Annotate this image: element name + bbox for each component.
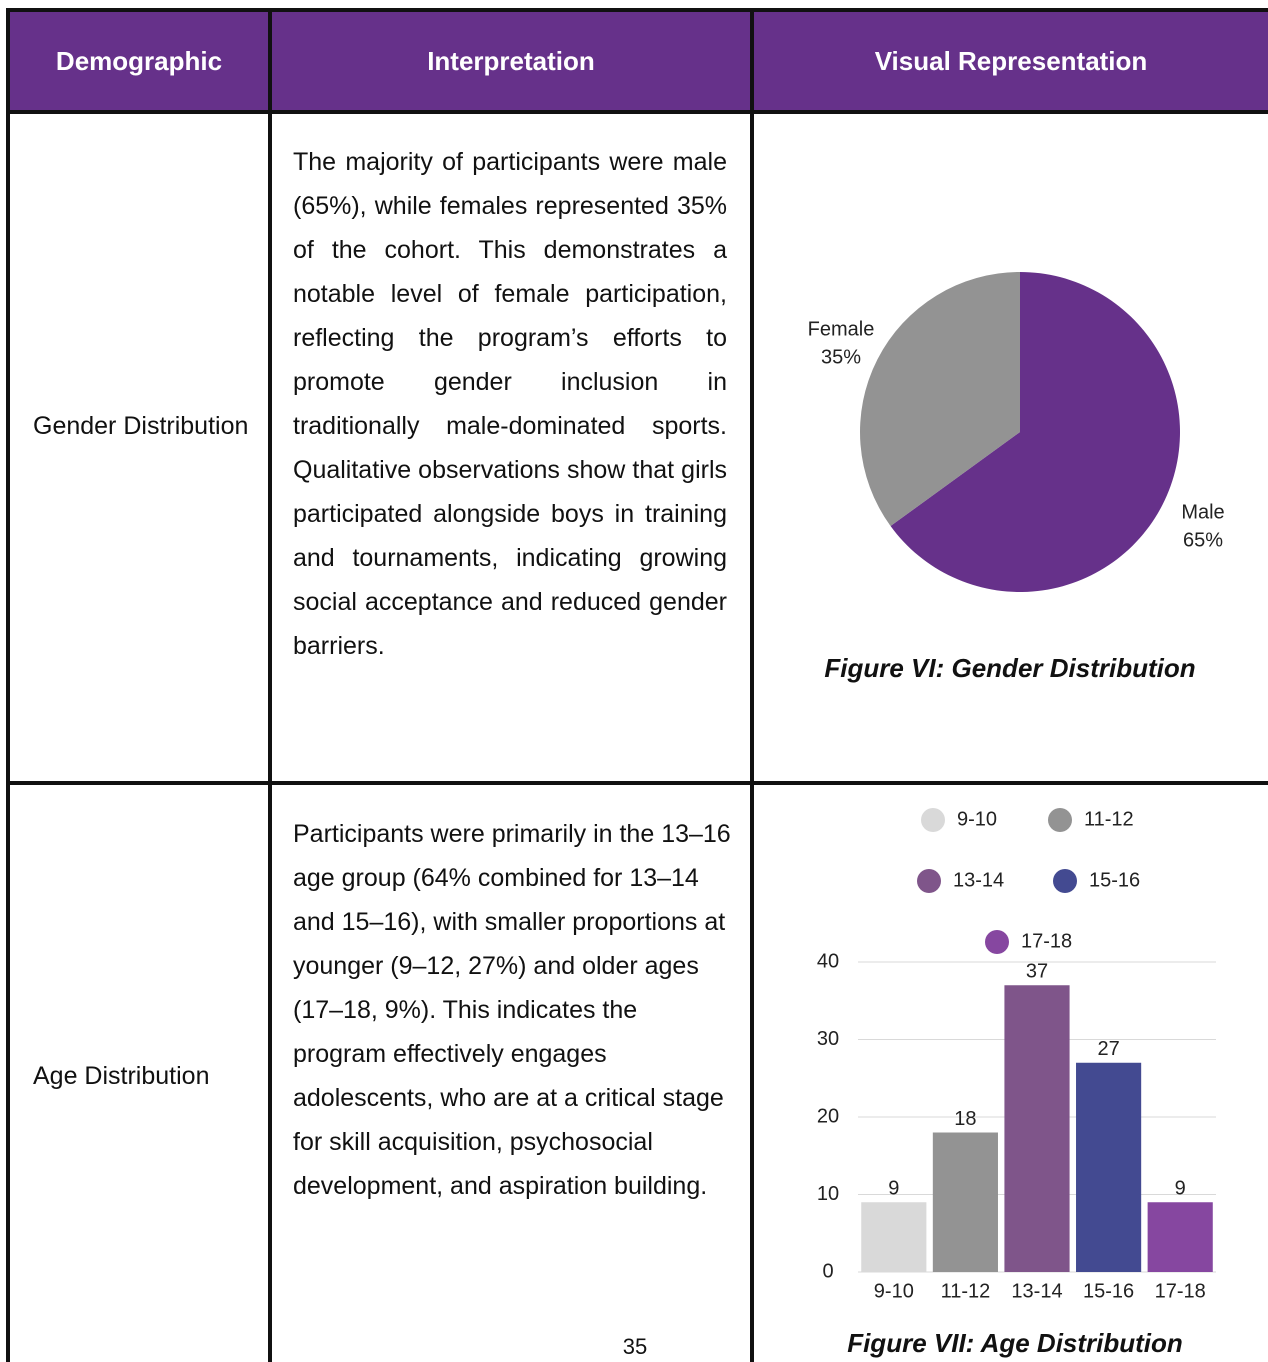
y-tick-label: 0 [822, 1260, 833, 1282]
bar [932, 1132, 998, 1272]
x-tick-label: 11-12 [941, 1280, 991, 1302]
border [268, 8, 272, 1362]
demographic: Gender Distribution [33, 412, 249, 440]
legend-swatch [921, 808, 945, 832]
legend-label: 17-18 [1021, 930, 1072, 952]
caption: Figure VII: Age Distribution [847, 1328, 1183, 1358]
legend-swatch [917, 869, 941, 893]
header-text: Interpretation [427, 45, 595, 76]
bar [1004, 985, 1070, 1272]
x-tick-label: 9-10 [874, 1280, 914, 1302]
legend-label: 11-12 [1084, 808, 1134, 830]
page-number: 35 [622, 1334, 648, 1359]
bar [861, 1202, 927, 1272]
legend-swatch [1048, 808, 1072, 832]
y-tick-label: 10 [817, 1183, 839, 1205]
y-tick-label: 40 [817, 950, 839, 972]
pie-slice [859, 272, 1020, 527]
header-cell: Demographic [10, 12, 268, 110]
interpretation: Participants were primarily in the 13–16… [293, 820, 731, 1200]
slice-label: Female [808, 318, 875, 340]
border [6, 8, 1268, 12]
bar-value: 18 [954, 1108, 976, 1130]
y-tick-label: 30 [817, 1028, 839, 1050]
header-text: Visual Representation [874, 45, 1148, 76]
slice-value: 65% [1183, 529, 1223, 551]
bar-value: 9 [888, 1178, 899, 1200]
legend-label: 15-16 [1089, 869, 1140, 891]
bar-value: 37 [1026, 961, 1048, 983]
legend-swatch [1053, 869, 1077, 893]
x-tick-label: 15-16 [1083, 1280, 1134, 1302]
bar-value: 9 [1175, 1178, 1186, 1200]
demographic: Age Distribution [33, 1062, 210, 1090]
pie-slice [890, 272, 1180, 592]
legend-swatch [985, 930, 1009, 954]
bar-value: 27 [1097, 1038, 1119, 1060]
caption: Figure VI: Gender Distribution [824, 653, 1195, 683]
bar [1147, 1202, 1213, 1272]
y-tick-label: 20 [817, 1105, 839, 1127]
bar [1076, 1062, 1142, 1272]
border [6, 8, 10, 1362]
header-cell: Interpretation [272, 12, 750, 110]
header-text: Demographic [55, 45, 223, 76]
legend-label: 13-14 [953, 869, 1004, 891]
legend-label: 9-10 [957, 808, 997, 830]
slice-value: 35% [821, 346, 861, 368]
x-tick-label: 17-18 [1155, 1280, 1206, 1302]
border [6, 110, 1268, 114]
border [750, 8, 754, 1362]
border [6, 781, 1268, 785]
header-cell: Visual Representation [754, 12, 1268, 110]
slice-label: Male [1181, 501, 1224, 523]
x-tick-label: 13-14 [1011, 1280, 1062, 1302]
interpretation: The majority of participants were male (… [293, 148, 727, 660]
